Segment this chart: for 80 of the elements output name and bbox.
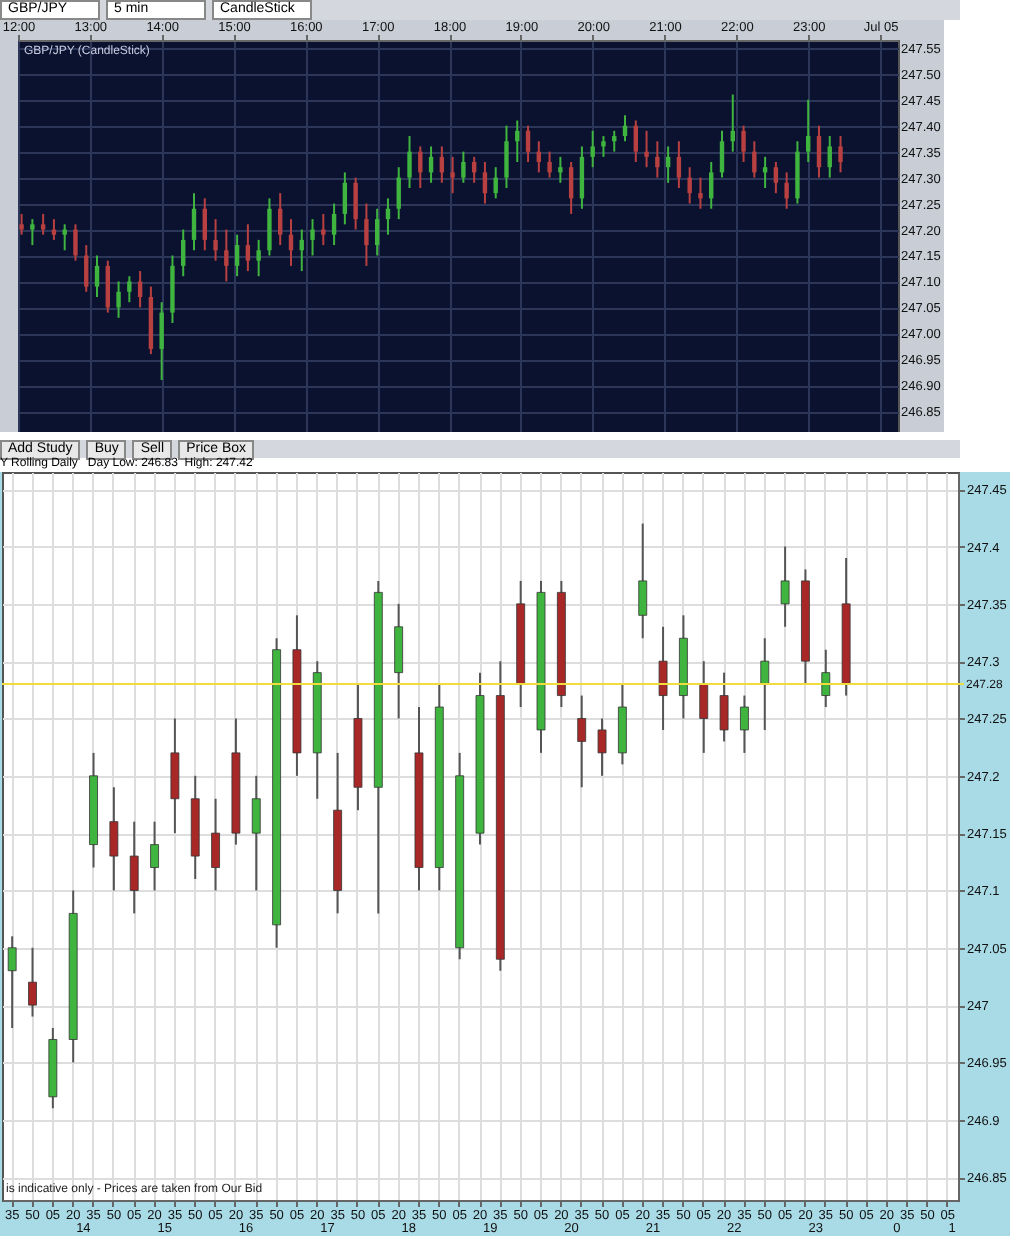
candlestick <box>407 135 412 189</box>
candlestick <box>806 98 811 164</box>
candlestick <box>601 135 606 158</box>
candlestick <box>617 683 627 766</box>
candlestick <box>213 218 218 262</box>
candlestick <box>94 254 100 299</box>
candlestick <box>84 244 89 293</box>
candlestick <box>719 129 725 179</box>
candlestick <box>816 124 822 179</box>
candlestick <box>364 202 369 267</box>
candlestick <box>698 176 703 210</box>
candlestick <box>658 625 668 731</box>
candlestick <box>699 660 709 754</box>
candlestick <box>310 218 315 257</box>
candlestick <box>62 223 67 252</box>
candlestick <box>633 119 638 164</box>
candlestick <box>760 637 770 731</box>
candlestick <box>170 717 180 835</box>
candlestick <box>579 145 585 210</box>
candlestick <box>19 212 24 236</box>
candlestick <box>784 171 789 210</box>
candlestick <box>342 171 348 226</box>
candlestick <box>504 124 509 189</box>
candlestick <box>394 602 404 720</box>
candlestick <box>374 207 380 257</box>
candlestick <box>558 155 563 184</box>
candlestick <box>129 820 139 915</box>
candlestick <box>821 648 831 709</box>
candlestick <box>590 129 595 169</box>
candlestick <box>838 135 843 174</box>
candlestick <box>28 946 37 1018</box>
candlestick <box>773 161 779 195</box>
candlestick <box>547 150 552 179</box>
candlestick <box>137 270 143 309</box>
candlestick <box>150 820 159 892</box>
candlestick <box>40 212 46 236</box>
candlestick <box>234 233 240 278</box>
candlestick <box>7 935 17 1030</box>
candlestick <box>719 671 729 743</box>
candlestick <box>450 155 455 195</box>
candlestick <box>644 129 649 169</box>
candlestick <box>251 774 261 892</box>
candlestick <box>170 254 175 324</box>
candlestick <box>256 238 261 278</box>
candlestick <box>597 717 607 777</box>
candlestick <box>687 166 692 205</box>
candlestick <box>780 545 790 628</box>
candlestick <box>116 280 121 319</box>
candlestick <box>461 150 466 184</box>
candlestick <box>267 197 272 257</box>
candlestick <box>245 223 251 273</box>
candlestick <box>105 259 110 314</box>
candlestick <box>741 124 746 164</box>
candlestick <box>30 218 35 247</box>
candlestick <box>827 135 832 179</box>
candlestick <box>353 176 358 231</box>
candlestick <box>482 161 488 205</box>
candlestick <box>159 301 164 382</box>
candlestick <box>525 124 531 164</box>
candlestick <box>278 192 283 247</box>
candlestick <box>655 140 660 179</box>
candlestick <box>73 223 78 262</box>
candlestick <box>396 166 401 221</box>
candlestick <box>109 786 119 892</box>
candlestick <box>568 161 574 215</box>
candlestick <box>676 140 682 189</box>
candlestick <box>638 522 648 640</box>
candlestick <box>202 197 207 252</box>
candlestick <box>127 275 132 304</box>
candlestick <box>181 228 186 278</box>
candlestick <box>224 228 229 283</box>
candlestick <box>752 140 757 179</box>
candlestick <box>211 797 220 892</box>
candlestick <box>331 202 337 247</box>
candlestick <box>321 212 326 247</box>
candlestick <box>191 192 197 252</box>
candlestick <box>795 140 800 205</box>
candlestick <box>709 161 714 210</box>
candlestick <box>577 694 587 789</box>
candlestick <box>740 694 749 754</box>
